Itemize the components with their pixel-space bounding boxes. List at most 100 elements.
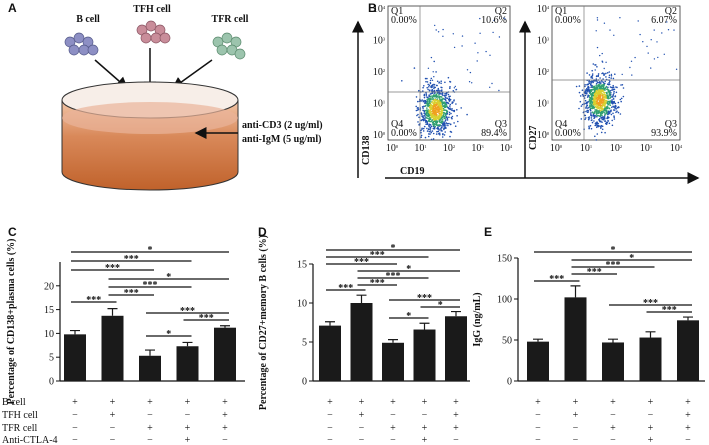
- event-dot: [594, 95, 596, 98]
- event-dot: [613, 34, 615, 36]
- event-dot: [433, 83, 435, 86]
- event-dot: [614, 73, 616, 75]
- quadrant-value: 0.00%: [391, 128, 417, 139]
- event-dot: [591, 111, 594, 113]
- condition-sign: +: [327, 397, 333, 408]
- event-dot: [587, 86, 589, 88]
- event-dot: [430, 100, 432, 102]
- y-axis-title: Percentage of CD27+memory B cells (%): [258, 235, 269, 410]
- event-dot: [602, 108, 604, 111]
- event-dot: [427, 112, 429, 115]
- event-dot: [438, 81, 441, 83]
- event-dot: [426, 98, 429, 101]
- event-dot: [438, 115, 441, 117]
- event-dot: [599, 81, 601, 83]
- condition-sign: −: [648, 410, 654, 421]
- event-dot: [440, 104, 443, 107]
- event-dot: [433, 60, 436, 63]
- event-dot: [442, 109, 444, 111]
- event-dot: [442, 101, 445, 104]
- event-dot: [436, 101, 439, 103]
- event-dot: [421, 127, 423, 130]
- condition-sign: +: [422, 423, 428, 434]
- event-dot: [589, 90, 592, 92]
- event-dot: [594, 124, 596, 127]
- condition-sign: +: [390, 397, 396, 408]
- panel-label: C: [8, 225, 17, 239]
- event-dot: [436, 103, 438, 105]
- event-dot: [422, 86, 424, 89]
- condition-sign: +: [222, 397, 228, 408]
- event-dot: [607, 120, 610, 122]
- event-dot: [446, 119, 449, 121]
- condition-sign: +: [685, 397, 691, 408]
- tick-base: 10: [610, 143, 620, 154]
- event-dot: [455, 103, 457, 105]
- event-dot: [603, 22, 606, 24]
- condition-sign: −: [573, 435, 579, 445]
- flow-y-tick: 101: [537, 99, 549, 110]
- event-dot: [449, 103, 452, 106]
- event-dot: [418, 116, 420, 119]
- event-dot: [608, 71, 611, 73]
- flow-y-tick: 104: [537, 4, 550, 15]
- condition-sign: −: [327, 423, 333, 434]
- event-dot: [610, 73, 613, 76]
- event-dot: [602, 81, 605, 84]
- event-dot: [592, 63, 595, 65]
- quadrant-name: Q1: [555, 6, 567, 17]
- event-dot: [605, 106, 608, 109]
- tick-exponent: 2: [620, 144, 622, 149]
- event-dot: [474, 42, 476, 44]
- event-dot: [492, 31, 494, 34]
- event-dot: [590, 127, 593, 130]
- condition-sign: −: [535, 410, 541, 421]
- event-dot: [468, 81, 471, 83]
- event-dot: [594, 111, 597, 113]
- event-dot: [447, 124, 449, 127]
- event-dot: [601, 90, 604, 92]
- event-dot: [606, 94, 608, 97]
- event-dot: [432, 102, 435, 104]
- event-dot: [432, 99, 435, 102]
- event-dot: [616, 110, 618, 112]
- event-dot: [596, 106, 598, 108]
- event-dot: [425, 120, 428, 122]
- event-dot: [444, 115, 446, 117]
- event-dot: [588, 82, 591, 85]
- y-axis-title: Percentage of CD138+plasma cells (%): [6, 238, 17, 404]
- event-dot: [420, 131, 422, 134]
- significance-label: *: [166, 272, 171, 283]
- event-dot: [586, 109, 589, 112]
- event-dot: [442, 35, 444, 37]
- event-dot: [446, 117, 449, 120]
- event-dot: [602, 118, 605, 121]
- event-dot: [422, 100, 425, 103]
- event-dot: [594, 135, 596, 138]
- event-dot: [448, 116, 450, 119]
- event-dot: [443, 125, 446, 127]
- event-dot: [596, 81, 599, 83]
- condition-sign: +: [453, 423, 459, 434]
- event-dot: [601, 118, 604, 121]
- event-dot: [615, 86, 617, 88]
- tick-exponent: 0: [547, 131, 550, 136]
- event-dot: [580, 118, 583, 120]
- event-dot: [606, 96, 609, 98]
- event-dot: [426, 86, 429, 89]
- event-dot: [424, 117, 426, 120]
- event-dot: [650, 67, 652, 69]
- event-dot: [428, 109, 431, 112]
- event-dot: [428, 104, 431, 107]
- condition-sign: +: [222, 423, 228, 434]
- event-dot: [613, 116, 615, 119]
- flow-y-tick: 103: [373, 36, 386, 47]
- event-dot: [445, 122, 448, 124]
- event-dot: [428, 115, 431, 117]
- event-dot: [596, 110, 598, 112]
- event-dot: [592, 86, 594, 89]
- bar: [564, 297, 587, 381]
- event-dot: [440, 93, 442, 95]
- event-dot: [650, 39, 652, 41]
- condition-sign: −: [72, 423, 78, 434]
